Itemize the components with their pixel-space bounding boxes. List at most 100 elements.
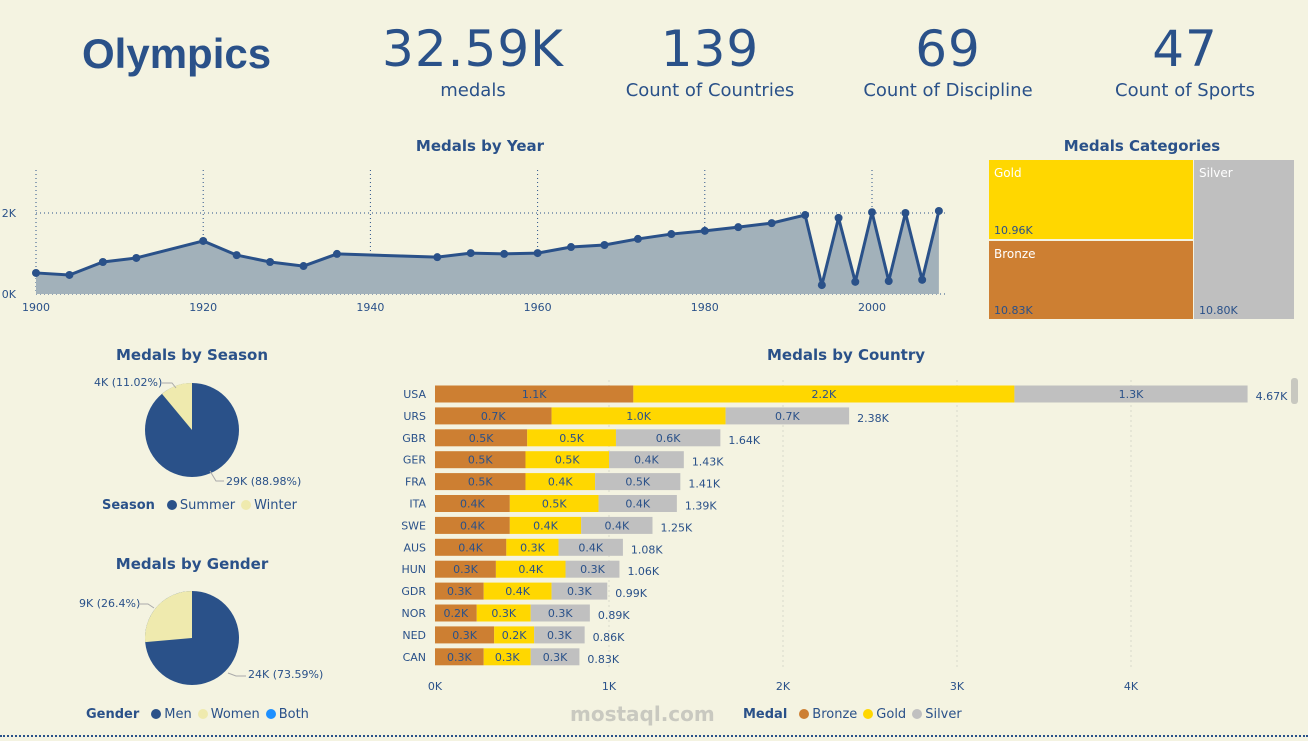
medals-by-country-chart[interactable]: 0K 1K 2K 3K 4K USA 1.1K 2.2K 1.3K 4.67K URS 0.7K 1.0… (390, 375, 1308, 695)
data-point (667, 230, 676, 239)
treemap-label: Bronze (994, 247, 1036, 261)
scrollbar[interactable] (1291, 378, 1298, 678)
treemap-silver[interactable]: Silver 10.80K (1193, 159, 1295, 320)
bar-total-label: 2.38K (857, 412, 889, 425)
bar-segment-gold (509, 516, 582, 534)
data-point (232, 251, 241, 260)
treemap-label: Silver (1199, 166, 1233, 180)
data-point (834, 213, 843, 222)
bottom-divider (0, 735, 1308, 737)
legend-title: Gender (86, 707, 140, 722)
pie-data-label: 9K (26.4%) (79, 597, 140, 610)
medals-by-season-pie[interactable]: 4K (11.02%) 29K (88.98%) (60, 370, 340, 490)
x-tick-label: 2K (776, 680, 791, 693)
data-point (98, 258, 107, 267)
dashboard-title: Olympics (82, 30, 272, 77)
data-point (600, 240, 609, 249)
bar-data-label: 0.5K (469, 432, 494, 445)
treemap-bronze[interactable]: Bronze 10.83K (988, 240, 1194, 320)
bar-data-label: 0.3K (447, 651, 472, 664)
legend-item[interactable]: Men (164, 707, 192, 722)
medal-legend: Medal Bronze Gold Silver (743, 707, 962, 722)
medals-by-year-chart[interactable]: 1900 1920 1940 1960 1980 2000 0K 2K (0, 160, 960, 320)
bar-segment-bronze (435, 495, 510, 512)
medals-by-gender-pie[interactable]: 9K (26.4%) 24K (73.59%) (60, 580, 340, 700)
gold-dot-icon (863, 709, 874, 719)
bar-data-label: 0.7K (775, 410, 800, 423)
bar-data-label: 0.3K (580, 563, 605, 576)
kpi-countries: 139 Count of Countries (600, 22, 820, 101)
winter-dot-icon (241, 500, 252, 510)
bar-segment-bronze (435, 538, 507, 556)
category-label: FRA (405, 476, 427, 489)
bar-segment-bronze (435, 560, 496, 578)
data-point (567, 243, 576, 252)
men-dot-icon (151, 709, 162, 719)
bar-data-label: 0.3K (548, 607, 573, 620)
data-point (934, 206, 943, 215)
bar-data-label: 0.2K (444, 607, 469, 620)
bar-total-label: 1.25K (661, 521, 693, 534)
pie-data-label: 24K (73.59%) (248, 668, 323, 681)
bar-segment-silver (558, 538, 623, 556)
area-fill (36, 210, 939, 294)
legend-title: Medal (743, 707, 788, 722)
bar-data-label: 0.5K (542, 498, 567, 511)
x-tick-label: 1960 (524, 301, 552, 314)
category-label: GER (403, 454, 426, 467)
bar-total-label: 4.67K (1256, 390, 1288, 403)
x-tick-label: 1940 (356, 301, 384, 314)
legend-item[interactable]: Women (210, 707, 260, 722)
data-point (32, 268, 40, 277)
bar-segment-gold (506, 538, 559, 556)
x-tick-label: 1K (602, 680, 617, 693)
bar-segment-bronze (435, 626, 495, 644)
data-point (332, 249, 341, 258)
legend-item[interactable]: Both (278, 707, 309, 722)
bar-segment-gold (483, 582, 552, 600)
bar-segment-silver (551, 582, 608, 600)
legend-item[interactable]: Summer (179, 498, 236, 513)
summer-dot-icon (166, 500, 177, 510)
category-label: NOR (401, 607, 426, 620)
bar-total-label: 1.06K (627, 565, 659, 578)
x-tick-label: 2000 (858, 301, 886, 314)
bar-segment-silver (598, 495, 677, 512)
legend-item[interactable]: Bronze (812, 707, 858, 722)
data-point (65, 270, 74, 279)
data-point (901, 209, 910, 217)
legend-item[interactable]: Winter (254, 498, 297, 513)
kpi-value: 47 (1152, 20, 1218, 78)
treemap-gold[interactable]: Gold 10.96K (988, 159, 1194, 240)
medals-by-country-title: Medals by Country (766, 346, 925, 364)
bar-segment-silver (595, 473, 681, 491)
data-point (851, 277, 860, 286)
bar-data-label: 0.3K (452, 629, 477, 642)
x-tick-label: 1900 (22, 301, 50, 314)
bar-segment-gold (509, 495, 599, 512)
bar-segment-silver (534, 626, 585, 644)
kpi-label: Count of Sports (1115, 80, 1255, 101)
bar-data-label: 0.4K (548, 476, 573, 489)
bar-data-label: 0.3K (547, 629, 572, 642)
scrollbar-thumb[interactable] (1291, 378, 1298, 404)
bronze-dot-icon (799, 709, 810, 719)
bar-data-label: 1.1K (522, 388, 547, 401)
women-dot-icon (197, 709, 208, 719)
category-label: NED (402, 629, 426, 642)
bar-total-label: 0.89K (598, 609, 630, 622)
bar-data-label: 0.5K (555, 454, 580, 467)
gender-legend: Gender Men Women Both (86, 707, 309, 722)
bar-segment-silver (609, 451, 684, 469)
bar-data-label: 0.5K (625, 476, 650, 489)
bar-data-label: 0.4K (533, 519, 558, 532)
kpi-label: Count of Countries (625, 80, 795, 101)
data-point (734, 223, 743, 232)
bar-total-label: 1.08K (631, 543, 663, 556)
legend-item[interactable]: Gold (876, 707, 907, 722)
kpi-value: 32.59K (382, 20, 564, 78)
data-point (132, 253, 141, 262)
bar-data-label: 0.4K (604, 519, 629, 532)
legend-item[interactable]: Silver (925, 707, 962, 722)
bar-data-label: 0.2K (502, 629, 527, 642)
